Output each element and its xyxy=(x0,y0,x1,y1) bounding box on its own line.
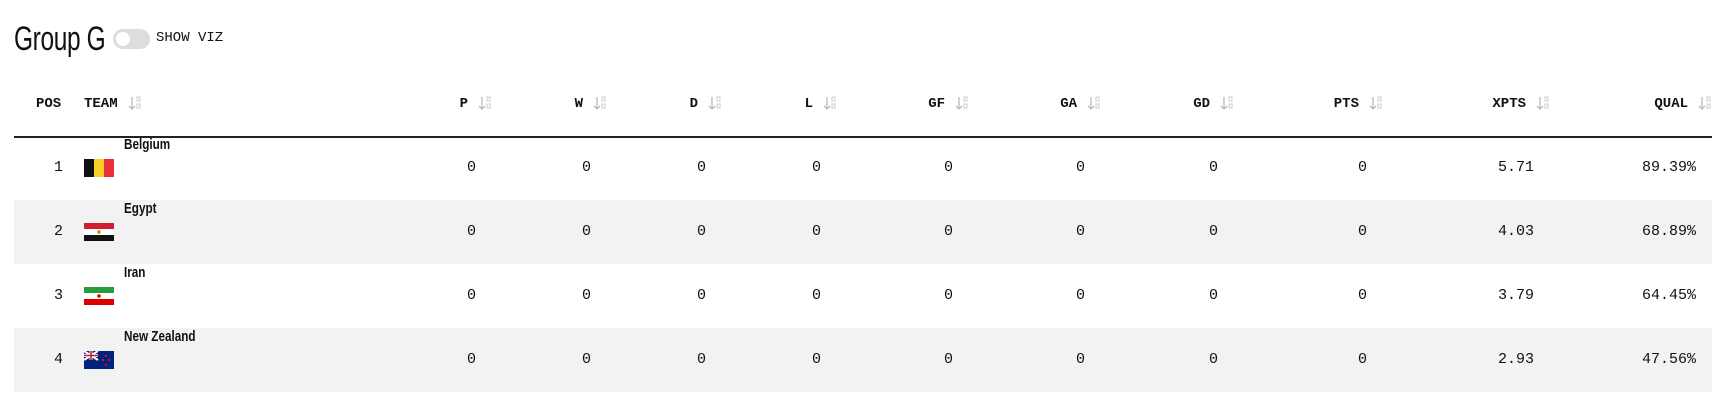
team-name: New Zealand xyxy=(124,328,196,345)
team-name: Iran xyxy=(124,264,146,281)
column-header[interactable]: P xyxy=(460,72,492,136)
table-cell: 0 xyxy=(1208,287,1218,304)
table-cell: 4.03 xyxy=(1497,223,1534,240)
sort-icon xyxy=(1369,96,1382,111)
table-cell: 0 xyxy=(696,287,706,304)
column-label: D xyxy=(689,96,698,112)
team-name: Egypt xyxy=(124,200,157,217)
table-cell: 0 xyxy=(943,223,953,240)
sort-icon xyxy=(593,96,606,111)
table-cell: 0 xyxy=(466,159,476,176)
table-cell: 0 xyxy=(943,351,953,368)
header-row: POS TEAM P W D L GF GA GD PTS XPTS QUAL xyxy=(14,72,1712,138)
table-cell: 0 xyxy=(811,223,821,240)
table-cell: 0 xyxy=(466,287,476,304)
table-cell: 5.71 xyxy=(1497,159,1534,176)
column-header[interactable]: D xyxy=(690,72,722,136)
group-title: Group G xyxy=(14,20,106,58)
column-label: POS xyxy=(36,96,62,112)
table-cell: 0 xyxy=(1357,351,1367,368)
table-cell: 0 xyxy=(1208,159,1218,176)
table-cell: 0 xyxy=(696,223,706,240)
sort-icon xyxy=(128,96,141,111)
sort-icon xyxy=(1220,96,1233,111)
table-cell: 47.56% xyxy=(1641,351,1696,368)
sort-icon xyxy=(955,96,968,111)
team-flag xyxy=(84,159,114,177)
sort-icon xyxy=(823,96,836,111)
column-label: L xyxy=(804,96,813,112)
table-cell: 68.89% xyxy=(1641,223,1696,240)
column-header[interactable]: PTS xyxy=(1334,72,1383,136)
column-header: POS xyxy=(36,72,61,136)
column-header[interactable]: GA xyxy=(1060,72,1101,136)
column-label: TEAM xyxy=(84,96,118,112)
column-header[interactable]: XPTS xyxy=(1492,72,1550,136)
column-header[interactable]: QUAL xyxy=(1654,72,1712,136)
table-cell: 0 xyxy=(943,287,953,304)
table-row: 3 Iran 0 0 0 0 0 0 0 0 3.79 64.45% xyxy=(14,264,1712,328)
column-label: PTS xyxy=(1333,96,1359,112)
team-flag xyxy=(84,351,114,369)
table-cell: 0 xyxy=(811,159,821,176)
table-cell: 2 xyxy=(53,223,63,240)
column-label: GA xyxy=(1060,96,1077,112)
sort-icon xyxy=(708,96,721,111)
table-cell: 0 xyxy=(466,223,476,240)
table-row: 4 New Zealand 0 0 0 0 0 0 0 0 2.93 47.56% xyxy=(14,328,1712,392)
table-cell: 89.39% xyxy=(1641,159,1696,176)
table-cell: 0 xyxy=(1075,287,1085,304)
table-cell: 0 xyxy=(696,159,706,176)
table-cell: 3.79 xyxy=(1497,287,1534,304)
team-flag xyxy=(84,287,114,305)
table-cell: 0 xyxy=(811,351,821,368)
column-label: P xyxy=(459,96,468,112)
column-header[interactable]: L xyxy=(805,72,837,136)
column-header[interactable]: GF xyxy=(928,72,969,136)
table-row: 2 Egypt 0 0 0 0 0 0 0 0 4.03 68.89% xyxy=(14,200,1712,264)
table-cell: 2.93 xyxy=(1497,351,1534,368)
team-name: Belgium xyxy=(124,136,171,153)
table-cell: 0 xyxy=(811,287,821,304)
table-cell: 0 xyxy=(1208,223,1218,240)
table-cell: 0 xyxy=(581,159,591,176)
table-cell: 0 xyxy=(1357,287,1367,304)
table-cell: 1 xyxy=(53,159,63,176)
table-cell: 0 xyxy=(1357,223,1367,240)
sort-icon xyxy=(1698,96,1711,111)
table-cell: 0 xyxy=(943,159,953,176)
sort-icon xyxy=(1087,96,1100,111)
toggle-label[interactable]: SHOW VIZ xyxy=(156,30,224,46)
sort-icon xyxy=(478,96,491,111)
table-cell: 0 xyxy=(1075,351,1085,368)
table-cell: 0 xyxy=(581,223,591,240)
table-row: 1 Belgium 0 0 0 0 0 0 0 0 5.71 89.39% xyxy=(14,136,1712,200)
column-label: W xyxy=(574,96,583,112)
table-cell: 0 xyxy=(1357,159,1367,176)
table-cell: 0 xyxy=(696,351,706,368)
table-cell: 0 xyxy=(466,351,476,368)
column-label: XPTS xyxy=(1492,96,1526,112)
sort-icon xyxy=(1536,96,1549,111)
column-header[interactable]: GD xyxy=(1193,72,1234,136)
viz-toggle[interactable] xyxy=(113,29,150,49)
table-cell: 64.45% xyxy=(1641,287,1696,304)
table-cell: 0 xyxy=(1075,223,1085,240)
column-label: QUAL xyxy=(1654,96,1688,112)
table-cell: 0 xyxy=(581,287,591,304)
table-cell: 0 xyxy=(581,351,591,368)
column-label: GF xyxy=(928,96,945,112)
team-flag xyxy=(84,223,114,241)
table-cell: 4 xyxy=(53,351,63,368)
column-label: GD xyxy=(1193,96,1210,112)
column-header[interactable]: W xyxy=(575,72,607,136)
table-cell: 0 xyxy=(1208,351,1218,368)
column-header[interactable]: TEAM xyxy=(84,72,142,136)
table-cell: 0 xyxy=(1075,159,1085,176)
table-cell: 3 xyxy=(53,287,63,304)
